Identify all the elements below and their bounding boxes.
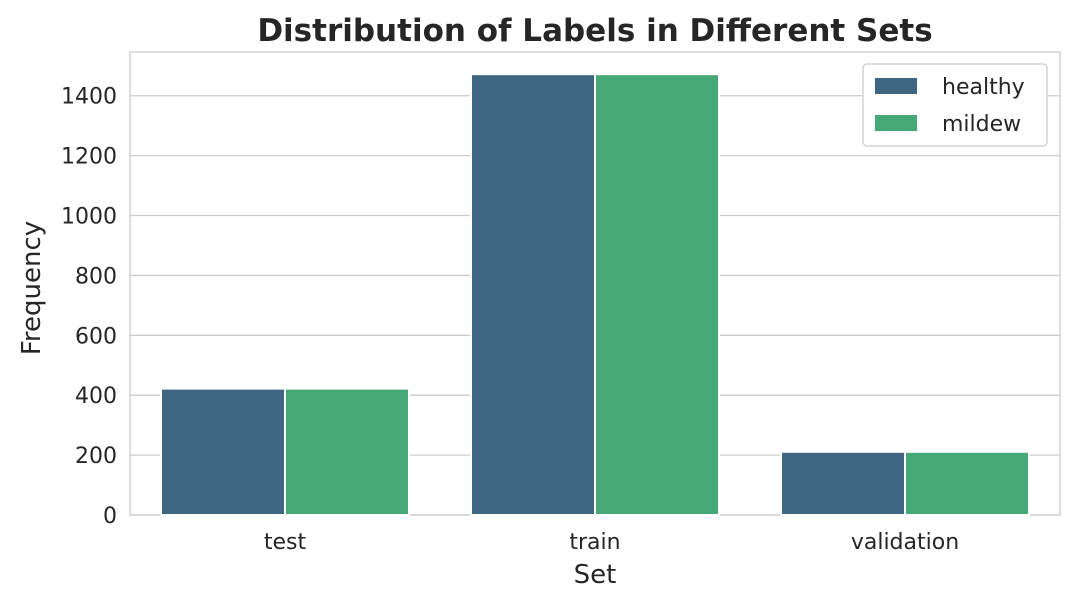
bar-mildew-train: [594, 73, 720, 516]
y-tick-label: 1200: [61, 145, 117, 170]
chart-title: Distribution of Labels in Different Sets: [257, 13, 932, 49]
bar-healthy-train: [470, 73, 596, 516]
legend-swatch-mildew: [875, 115, 917, 131]
legend-label-healthy: healthy: [942, 75, 1025, 100]
y-axis-label: Frequency: [17, 221, 47, 355]
x-tick-label: train: [569, 530, 620, 555]
y-axis-ticks: 0 200 400 600 800 1000 1200 1400: [61, 85, 117, 529]
bars: [160, 73, 1030, 517]
y-tick-label: 0: [103, 504, 117, 529]
x-tick-label: validation: [851, 530, 959, 555]
x-axis-label: Set: [574, 560, 617, 590]
x-tick-label: test: [264, 530, 307, 555]
bar-healthy-validation: [780, 450, 906, 516]
legend: healthy mildew: [862, 63, 1048, 147]
bar-mildew-test: [284, 387, 410, 517]
y-tick-label: 200: [75, 444, 117, 469]
y-tick-label: 1000: [61, 205, 117, 230]
y-tick-label: 400: [75, 384, 117, 409]
bar-mildew-validation: [904, 450, 1030, 516]
legend-swatch-healthy: [875, 78, 917, 94]
bar-healthy-test: [160, 387, 286, 517]
y-tick-label: 1400: [61, 85, 117, 110]
x-axis-ticks: test train validation: [264, 530, 959, 555]
y-tick-label: 800: [75, 264, 117, 289]
y-tick-label: 600: [75, 324, 117, 349]
legend-label-mildew: mildew: [942, 112, 1021, 137]
